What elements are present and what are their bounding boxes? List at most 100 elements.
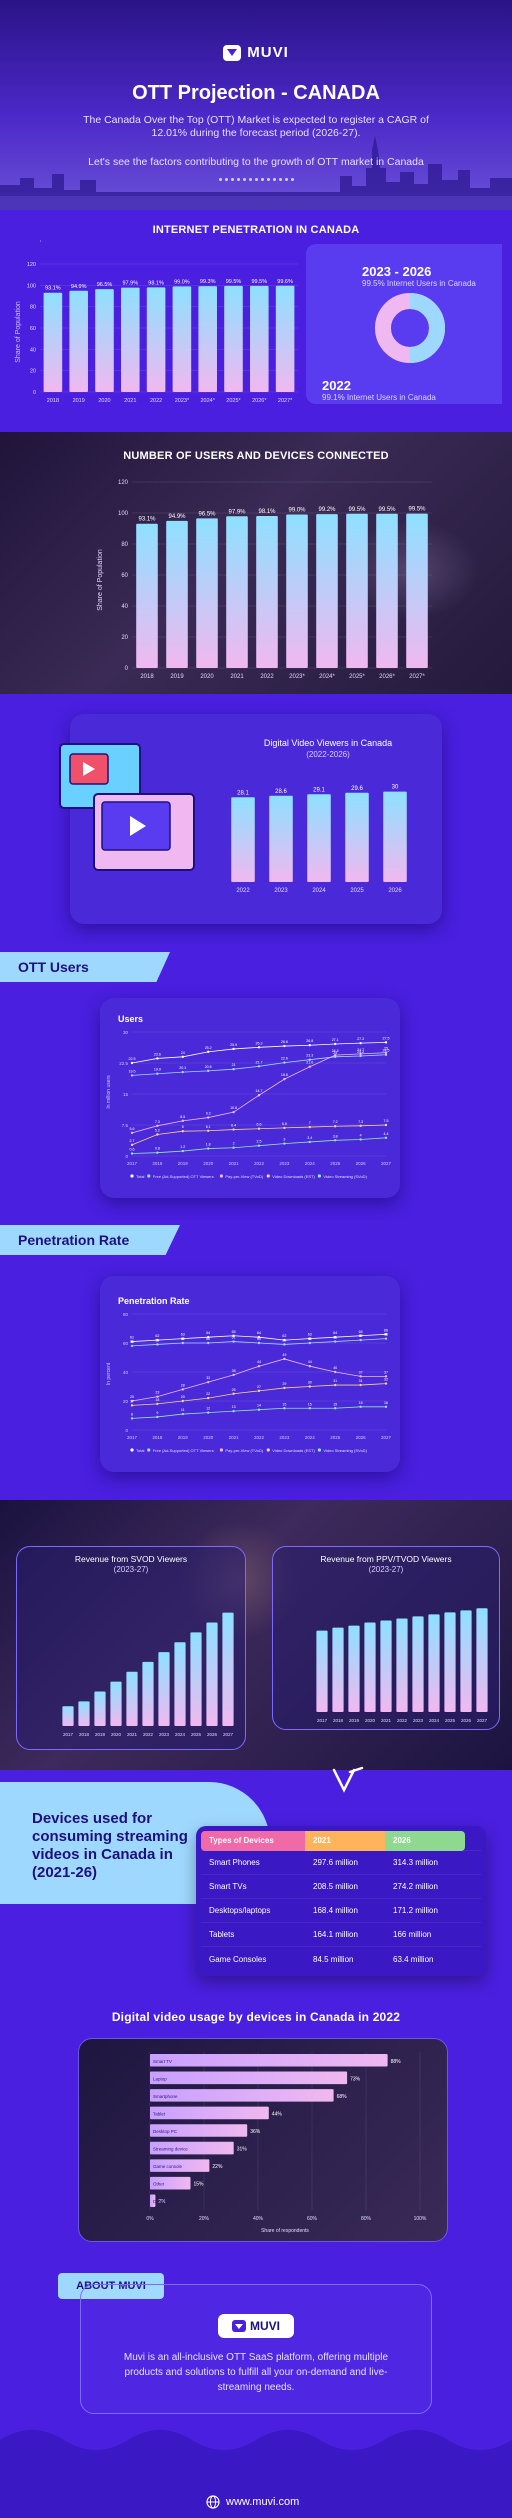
data-label: 7.5 — [384, 1119, 389, 1123]
data-point — [181, 1055, 184, 1058]
data-label: 3 — [283, 1138, 285, 1142]
x-tick-label: 2027 — [381, 1435, 392, 1440]
data-point — [283, 1061, 286, 1064]
data-label: 23.3 — [306, 1054, 313, 1058]
table-cell: Game Consoles — [209, 1954, 267, 1964]
bar — [150, 2176, 191, 2190]
table-cell: 314.3 million — [393, 1858, 438, 1867]
about-muvi-button[interactable]: ABOUT MUVI — [58, 2273, 164, 2299]
data-label: 9.3 — [206, 1112, 211, 1116]
x-tick-label: 2022 — [260, 674, 274, 680]
data-label: 12 — [206, 1407, 210, 1411]
data-point — [130, 1152, 134, 1155]
y-tick-label: 30 — [123, 1030, 129, 1035]
data-point — [359, 1041, 362, 1045]
x-tick-label: 2024 — [305, 1161, 316, 1166]
data-point — [334, 1370, 337, 1374]
data-label: 88% — [391, 2059, 402, 2065]
data-point — [257, 1389, 261, 1393]
donut-top-text: 99.5% Internet Users in Canada — [362, 279, 476, 288]
data-point — [283, 1142, 286, 1145]
data-label: 62 — [359, 1334, 363, 1338]
legend-label: Video Streaming (SVoD) — [323, 1174, 367, 1179]
brand-logo: MUVI — [0, 44, 512, 61]
devices-heading: Devices used for consuming streaming vid… — [32, 1810, 188, 1881]
footer-url: www.muvi.com — [226, 2496, 300, 2508]
bar — [380, 1620, 392, 1712]
about-text: Muvi is an all-inclusive OTT SaaS platfo… — [123, 2352, 389, 2393]
data-point — [334, 1042, 337, 1046]
data-label: 31 — [333, 1379, 337, 1383]
y-tick-label: 40 — [121, 604, 128, 610]
data-label: 68% — [337, 2094, 348, 2100]
data-point — [232, 1334, 235, 1337]
data-label: 29.1 — [313, 787, 325, 793]
data-label: 64 — [206, 1331, 210, 1335]
data-label: 22.6 — [281, 1057, 288, 1061]
bar — [190, 1632, 202, 1726]
bar — [78, 1701, 90, 1726]
bar — [476, 1608, 488, 1712]
usage-bar-chart: 0% 20% 40% 60% 80% 100% 88% Smart TV 73% Laptop 68… — [146, 2052, 427, 2234]
bar — [136, 523, 158, 668]
data-point — [334, 1125, 337, 1128]
y-tick-label: Don't know — [153, 2199, 176, 2204]
digital-video-title: Digital Video Viewers in Canada — [263, 738, 393, 748]
x-tick-label: 100% — [414, 2216, 427, 2222]
data-point — [257, 1341, 261, 1345]
x-tick-label: 2019 — [73, 398, 85, 404]
table-cell: 297.6 million — [313, 1858, 358, 1867]
data-label: 64 — [333, 1331, 337, 1335]
data-label: 58 — [130, 1340, 134, 1344]
data-label: 25 — [232, 1388, 236, 1392]
data-point — [257, 1144, 261, 1147]
data-label: 28.1 — [237, 790, 249, 796]
svod-revenue-subtitle: (2023-27) — [113, 1565, 149, 1574]
data-point — [283, 1126, 286, 1130]
y-tick-label: 60 — [121, 573, 128, 579]
data-label: 19.5 — [129, 1069, 136, 1073]
ppv-revenue-subtitle: (2023-27) — [368, 1565, 404, 1574]
data-label: 94.9% — [71, 284, 87, 290]
bar — [196, 518, 218, 668]
data-label: 24.7 — [357, 1048, 364, 1052]
x-tick-label: 2024 — [429, 1718, 440, 1723]
table-cell: 164.1 million — [313, 1930, 358, 1939]
data-label: 15 — [333, 1402, 337, 1406]
divider-dots — [206, 178, 306, 182]
ppv-revenue-bar-chart: 2017 2018 2019 2020 2021 2022 2023 2024 2025 2026… — [316, 1608, 488, 1723]
data-label: 2 — [233, 1142, 235, 1146]
x-tick-label: 2020 — [203, 1435, 214, 1440]
x-tick-label: 2024* — [201, 398, 216, 404]
footer-link[interactable]: www.muvi.com — [206, 2494, 299, 2510]
city-skyline-illustration — [0, 136, 512, 210]
bar — [307, 794, 331, 882]
x-tick-label: 2022 — [150, 398, 162, 404]
x-tick-label: 2027 — [477, 1718, 488, 1723]
data-label: 30 — [392, 785, 399, 791]
y-tick-label: Smart TV — [153, 2059, 172, 2064]
bar — [62, 1706, 74, 1726]
data-point — [207, 1069, 210, 1073]
devices-table: Types of Devices 2021 2026 Smart Phones 2… — [196, 1826, 486, 1976]
x-tick-label: 20% — [199, 2216, 210, 2222]
data-label: 49 — [282, 1353, 286, 1357]
page-title: OTT Projection - CANADA — [132, 82, 380, 104]
data-point — [334, 1383, 337, 1387]
bar — [121, 287, 140, 392]
bar — [348, 1625, 360, 1712]
data-label: 18 — [155, 1398, 159, 1402]
y-tick-label: Desktop PC — [153, 2129, 178, 2134]
data-point — [359, 1334, 362, 1337]
x-tick-label: 2018 — [152, 1435, 163, 1440]
data-point — [334, 1407, 337, 1410]
x-tick-label: 2027 — [223, 1732, 234, 1737]
data-label: 19.9 — [154, 1068, 161, 1072]
data-point — [207, 1116, 210, 1119]
data-point — [181, 1119, 184, 1123]
y-tick-label: 80 — [123, 1312, 129, 1317]
x-tick-label: 2023 — [279, 1435, 290, 1440]
x-tick-label: 2023 — [279, 1161, 290, 1166]
bar — [316, 514, 338, 668]
y-tick-label: Other — [153, 2182, 165, 2187]
